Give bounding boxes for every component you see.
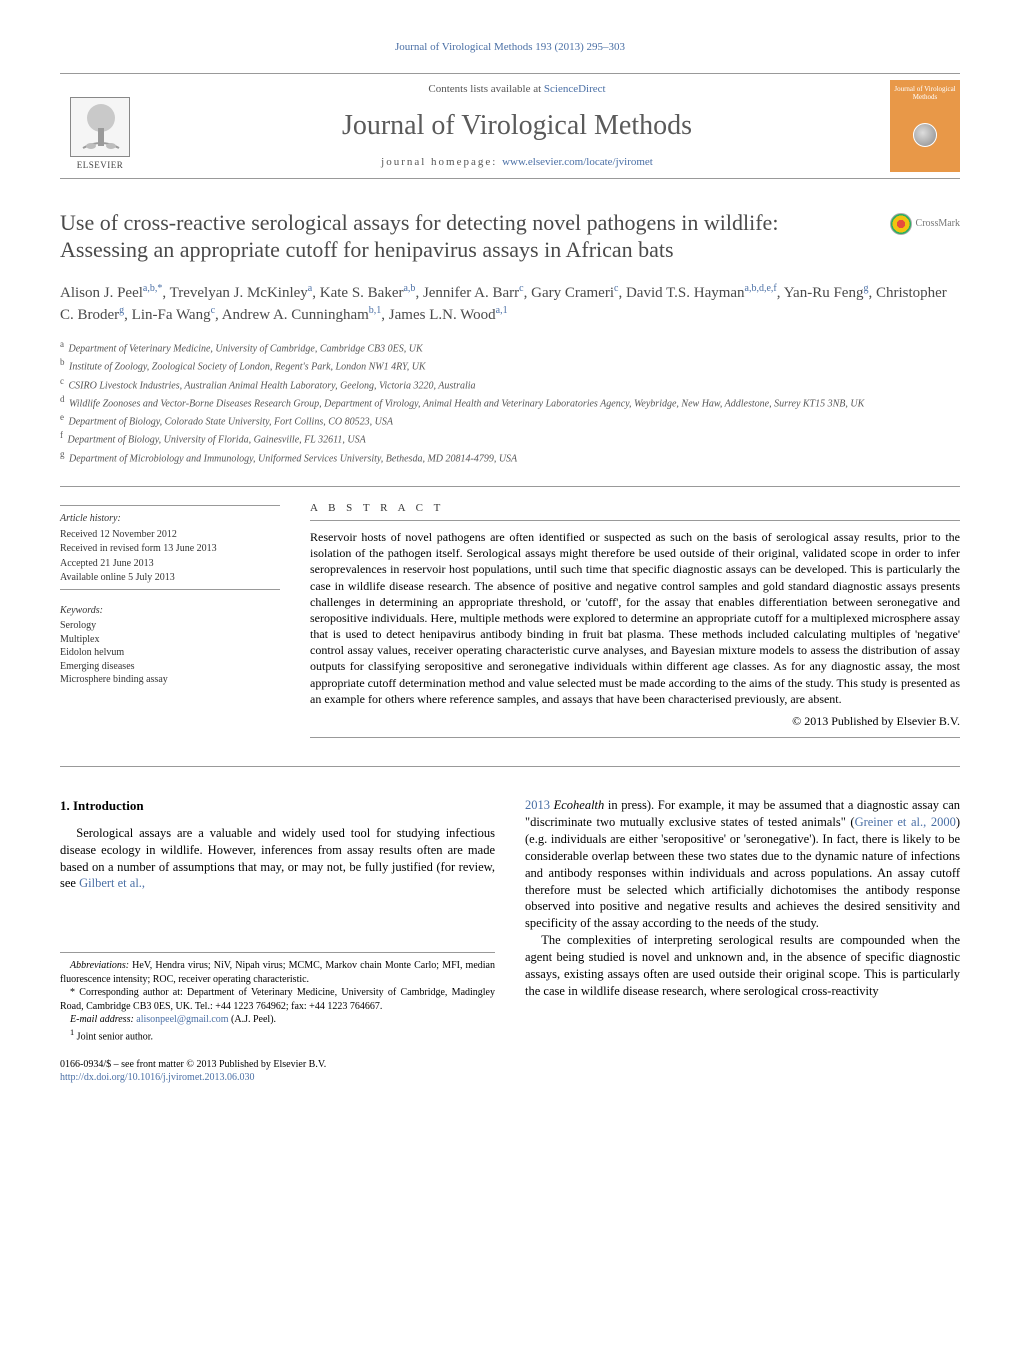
section-title: Introduction (73, 798, 144, 813)
running-head: Journal of Virological Methods 193 (2013… (60, 40, 960, 55)
keyword: Serology (60, 619, 280, 633)
keyword: Microsphere binding assay (60, 673, 280, 687)
citation-gilbert[interactable]: Gilbert et al., (79, 876, 145, 890)
intro-paragraph-1-cont: 2013 Ecohealth in press). For example, i… (525, 797, 960, 932)
journal-homepage-link[interactable]: www.elsevier.com/locate/jviromet (502, 156, 653, 168)
front-matter-line: 0166-0934/$ – see front matter © 2013 Pu… (60, 1058, 495, 1072)
meta-abstract-row: Article history: Received 12 November 20… (60, 501, 960, 746)
cover-thumb-graphic-icon (913, 123, 937, 147)
publisher-name: ELSEVIER (77, 159, 124, 171)
sciencedirect-link[interactable]: ScienceDirect (544, 83, 606, 95)
history-line: Accepted 21 June 2013 (60, 557, 280, 571)
body-column-right: 2013 Ecohealth in press). For example, i… (525, 797, 960, 1084)
abstract-column: a b s t r a c t Reservoir hosts of novel… (310, 501, 960, 746)
crossmark-badge[interactable]: CrossMark (890, 213, 960, 235)
footnote-email: E-mail address: alisonpeel@gmail.com (A.… (60, 1013, 495, 1027)
history-line: Received in revised form 13 June 2013 (60, 542, 280, 556)
contents-available-line: Contents lists available at ScienceDirec… (154, 82, 880, 97)
abstract-text: Reservoir hosts of novel pathogens are o… (310, 529, 960, 707)
affiliation-line: a Department of Veterinary Medicine, Uni… (60, 338, 960, 356)
intro-p1-cont-a: Ecohealth (550, 798, 604, 812)
divider (60, 486, 960, 487)
article-meta-column: Article history: Received 12 November 20… (60, 501, 280, 746)
email-suffix: (A.J. Peel). (229, 1014, 277, 1025)
masthead-center: Contents lists available at ScienceDirec… (154, 82, 880, 169)
affiliation-list: a Department of Veterinary Medicine, Uni… (60, 338, 960, 466)
abstract-copyright: © 2013 Published by Elsevier B.V. (310, 713, 960, 729)
footnotes-block: Abbreviations: HeV, Hendra virus; NiV, N… (60, 952, 495, 1043)
citation-gilbert-year[interactable]: 2013 (525, 798, 550, 812)
crossmark-label: CrossMark (916, 217, 960, 231)
keyword: Multiplex (60, 633, 280, 647)
history-line: Available online 5 July 2013 (60, 571, 280, 585)
email-label: E-mail address: (70, 1014, 136, 1025)
divider (60, 766, 960, 767)
affiliation-line: f Department of Biology, University of F… (60, 429, 960, 447)
affiliation-line: e Department of Biology, Colorado State … (60, 411, 960, 429)
doi-block: 0166-0934/$ – see front matter © 2013 Pu… (60, 1058, 495, 1085)
corr-text: Corresponding author at: Department of V… (60, 987, 495, 1012)
contents-prefix: Contents lists available at (428, 83, 543, 95)
publisher-logo: ELSEVIER (60, 81, 140, 171)
intro-paragraph-2: The complexities of interpreting serolog… (525, 932, 960, 1000)
section-number: 1. (60, 798, 70, 813)
body-column-left: 1. Introduction Serological assays are a… (60, 797, 495, 1084)
section-heading-1: 1. Introduction (60, 797, 495, 815)
journal-homepage-line: journal homepage: www.elsevier.com/locat… (154, 155, 880, 170)
journal-masthead: ELSEVIER Contents lists available at Sci… (60, 73, 960, 179)
cover-thumb-title: Journal of Virological Methods (894, 86, 956, 101)
citation-greiner[interactable]: Greiner et al., 2000 (855, 815, 956, 829)
intro-paragraph-1: Serological assays are a valuable and wi… (60, 825, 495, 893)
journal-cover-thumbnail: Journal of Virological Methods (890, 80, 960, 172)
footnote-joint-senior: 1 Joint senior author. (60, 1027, 495, 1044)
history-line: Received 12 November 2012 (60, 528, 280, 542)
body-columns: 1. Introduction Serological assays are a… (60, 797, 960, 1084)
keyword: Eidolon helvum (60, 646, 280, 660)
elsevier-tree-icon (70, 97, 130, 157)
footnote-abbreviations: Abbreviations: HeV, Hendra virus; NiV, N… (60, 959, 495, 986)
joint-text: Joint senior author. (74, 1031, 153, 1042)
affiliation-line: c CSIRO Livestock Industries, Australian… (60, 375, 960, 393)
article-history-label: Article history: (60, 512, 280, 526)
article-title: Use of cross-reactive serological assays… (60, 209, 820, 264)
affiliation-line: d Wildlife Zoonoses and Vector-Borne Dis… (60, 393, 960, 411)
journal-title: Journal of Virological Methods (154, 107, 880, 145)
crossmark-icon (890, 213, 912, 235)
abbrev-label: Abbreviations: (70, 960, 129, 971)
affiliation-line: g Department of Microbiology and Immunol… (60, 448, 960, 466)
article-header: CrossMark Use of cross-reactive serologi… (60, 209, 960, 466)
footnote-corresponding: * Corresponding author at: Department of… (60, 986, 495, 1013)
intro-p1-cont-c: ) (e.g. individuals are either 'seroposi… (525, 815, 960, 930)
doi-link[interactable]: http://dx.doi.org/10.1016/j.jviromet.201… (60, 1072, 255, 1083)
keywords-label: Keywords: (60, 604, 280, 618)
author-list: Alison J. Peela,b,*, Trevelyan J. McKinl… (60, 282, 960, 326)
corresponding-email-link[interactable]: alisonpeel@gmail.com (136, 1014, 228, 1025)
keyword: Emerging diseases (60, 660, 280, 674)
affiliation-line: b Institute of Zoology, Zoological Socie… (60, 356, 960, 374)
homepage-label: journal homepage: (381, 156, 502, 168)
abstract-heading: a b s t r a c t (310, 501, 960, 516)
